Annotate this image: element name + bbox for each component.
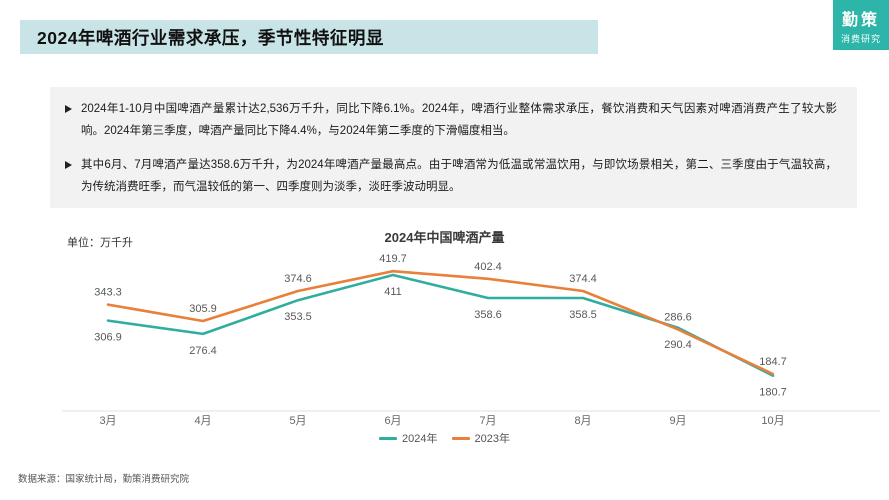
legend-swatch-icon [379,436,398,440]
data-source-note: 数据来源：国家统计局，勤策消费研究院 [18,474,190,485]
x-axis-label: 5月 [289,415,306,427]
legend-label: 2023年 [474,433,510,445]
data-label-2023年: 374.4 [569,273,597,285]
x-axis-label: 6月 [384,415,401,427]
data-label-2024年: 276.4 [189,345,217,357]
brand-logo-subtitle: 消费研究 [840,33,881,44]
x-axis-label: 3月 [99,415,116,427]
bullet-arrow-icon [65,105,72,113]
brand-logo-name: 勤策 [841,11,880,29]
data-label-2024年: 358.6 [474,309,502,321]
bullet-arrow-icon [65,161,72,169]
data-label-2023年: 402.4 [474,261,502,273]
data-label-2023年: 343.3 [94,287,122,299]
data-label-2023年: 305.9 [189,303,217,315]
bullet-item: 其中6月、7月啤酒产量达358.6万千升，为2024年啤酒产量最高点。由于啤酒常… [65,154,837,198]
data-label-2024年: 358.5 [569,309,597,321]
legend-item-2024年: 2024年 [379,430,438,446]
x-axis-label: 4月 [194,415,211,427]
data-label-2023年: 286.6 [664,311,692,323]
legend-label: 2024年 [402,433,438,445]
chart-title: 2024年中国啤酒产量 [384,230,505,245]
slide-title-banner: 2024年啤酒行业需求承压，季节性特征明显 [20,20,598,54]
x-axis-label: 10月 [761,415,784,427]
legend-item-2023年: 2023年 [451,430,510,446]
data-label-2023年: 419.7 [379,253,407,265]
summary-panel: 2024年1-10月中国啤酒产量累计达2,536万千升，同比下降6.1%。202… [50,87,857,208]
data-label-2023年: 374.6 [284,273,312,285]
brand-logo: 勤策 消费研究 [833,0,889,50]
data-label-2024年: 180.7 [759,387,787,399]
data-label-2024年: 306.9 [94,332,122,344]
x-axis-label: 8月 [574,415,591,427]
series-line-2024年 [106,273,775,377]
bullet-item: 2024年1-10月中国啤酒产量累计达2,536万千升，同比下降6.1%。202… [65,98,837,142]
page-title: 2024年啤酒行业需求承压，季节性特征明显 [37,27,384,48]
line-chart: 306.9 276.4 353.5 411 358.6 358.5 290.4 180.7 34… [62,253,880,427]
bullet-text: 其中6月、7月啤酒产量达358.6万千升，为2024年啤酒产量最高点。由于啤酒常… [81,159,837,193]
data-label-2023年: 184.7 [759,356,787,368]
chart-unit-label: 单位：万千升 [67,237,133,249]
data-label-2024年: 411 [384,286,402,298]
chart-legend: 2024年 2023年 [0,430,889,446]
data-label-2024年: 290.4 [664,339,692,351]
series-line-2023年 [106,269,775,376]
bullet-text: 2024年1-10月中国啤酒产量累计达2,536万千升，同比下降6.1%。202… [81,103,837,137]
data-label-2024年: 353.5 [284,311,312,323]
x-axis-label: 9月 [669,415,686,427]
x-axis-label: 7月 [479,415,496,427]
legend-swatch-icon [451,436,470,440]
